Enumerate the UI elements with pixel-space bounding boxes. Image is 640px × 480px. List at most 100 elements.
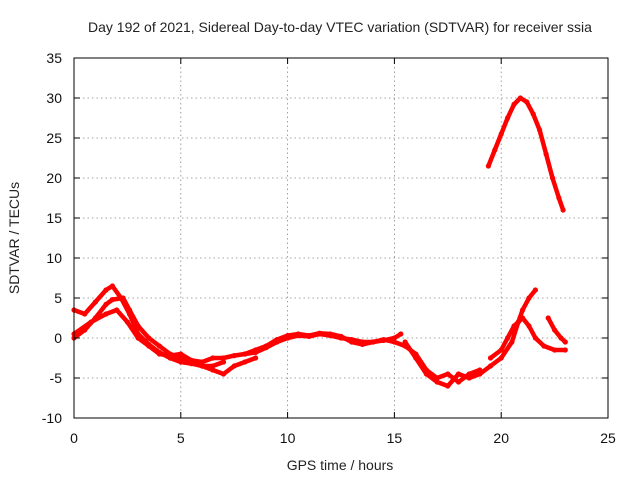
data-point (477, 371, 483, 377)
data-point (327, 331, 333, 337)
data-point (520, 315, 526, 321)
y-tick-label: 20 (46, 170, 62, 186)
data-point (498, 355, 504, 361)
y-tick-label: 30 (46, 90, 62, 106)
y-tick-label: 25 (46, 130, 62, 146)
data-point (306, 333, 312, 339)
data-point (199, 359, 205, 365)
data-point (524, 99, 530, 105)
data-point (242, 359, 248, 365)
data-point (537, 127, 543, 133)
y-tick-label: 5 (54, 290, 62, 306)
x-axis-label: GPS time / hours (287, 457, 394, 473)
data-point (455, 379, 462, 385)
data-point (455, 371, 462, 377)
y-tick-label: 0 (54, 330, 62, 346)
data-point (487, 363, 494, 369)
data-point (530, 111, 536, 117)
data-point (253, 355, 259, 361)
data-point (349, 339, 355, 345)
data-point (156, 343, 162, 349)
data-point (103, 301, 109, 307)
data-point (167, 353, 173, 359)
data-point (445, 383, 451, 389)
data-point (274, 337, 280, 343)
data-point (103, 287, 109, 293)
data-point (124, 319, 130, 325)
data-point (178, 359, 184, 365)
data-point (285, 333, 291, 339)
data-point (511, 323, 517, 329)
data-point (109, 297, 115, 303)
data-point (109, 283, 115, 289)
series-line-satellite-track-6 (488, 315, 568, 361)
data-point (545, 315, 551, 321)
data-point (505, 115, 511, 121)
y-tick-label: -5 (50, 370, 63, 386)
series-layer (71, 95, 568, 389)
data-point (210, 363, 216, 369)
x-tick-label: 0 (70, 430, 78, 446)
data-point (413, 355, 419, 361)
data-point (492, 147, 498, 153)
data-point (434, 379, 440, 385)
data-point (231, 363, 237, 369)
data-point (220, 371, 227, 377)
data-point (295, 331, 301, 337)
data-point (317, 330, 323, 336)
chart-title: Day 192 of 2021, Sidereal Day-to-day VTE… (88, 19, 592, 35)
data-point (505, 335, 511, 341)
data-point (445, 371, 451, 377)
data-point (543, 151, 549, 157)
data-point (517, 95, 524, 101)
data-point (532, 287, 539, 293)
data-point (562, 347, 568, 353)
data-point (338, 333, 344, 339)
data-point (552, 327, 558, 333)
data-point (498, 347, 504, 353)
series-line-satellite-track-3 (71, 307, 404, 365)
data-point (558, 335, 564, 341)
data-point (103, 311, 109, 317)
y-tick-label: -10 (42, 410, 62, 426)
data-point (402, 339, 408, 345)
data-point (562, 339, 568, 345)
x-tick-label: 5 (177, 430, 185, 446)
data-point (156, 351, 162, 357)
y-axis-label: SDTVAR / TECUs (6, 182, 22, 294)
series-line-satellite-track-8 (486, 95, 566, 213)
x-tick-label: 25 (600, 430, 616, 446)
y-tick-label: 35 (46, 50, 62, 66)
data-point (552, 347, 558, 353)
x-tick-label: 10 (280, 430, 296, 446)
data-point (498, 131, 504, 137)
data-point (485, 163, 491, 169)
data-point (466, 375, 472, 381)
data-point (210, 367, 216, 373)
data-point (556, 195, 562, 201)
series-line-satellite-track-7 (545, 315, 568, 345)
data-point (398, 331, 404, 337)
grid-layer (74, 58, 608, 418)
data-point (487, 355, 494, 361)
data-point (178, 351, 184, 357)
data-point (199, 363, 205, 369)
x-tick-label: 15 (387, 430, 403, 446)
series-line-satellite-track-1 (71, 295, 258, 377)
data-point (511, 101, 517, 107)
data-point (253, 347, 259, 353)
tick-layer: 0 5 10 15 20 25 -10 -5 0 5 10 15 20 25 30 35 (42, 50, 616, 446)
data-point (82, 311, 88, 317)
data-point (146, 335, 152, 341)
data-point (526, 323, 532, 329)
data-point (210, 355, 216, 361)
data-point (220, 355, 227, 361)
data-point (391, 339, 397, 345)
data-point (370, 339, 376, 345)
data-point (381, 337, 387, 343)
data-point (509, 339, 515, 345)
data-point (231, 353, 237, 359)
y-tick-label: 15 (46, 210, 62, 226)
data-point (520, 307, 526, 313)
